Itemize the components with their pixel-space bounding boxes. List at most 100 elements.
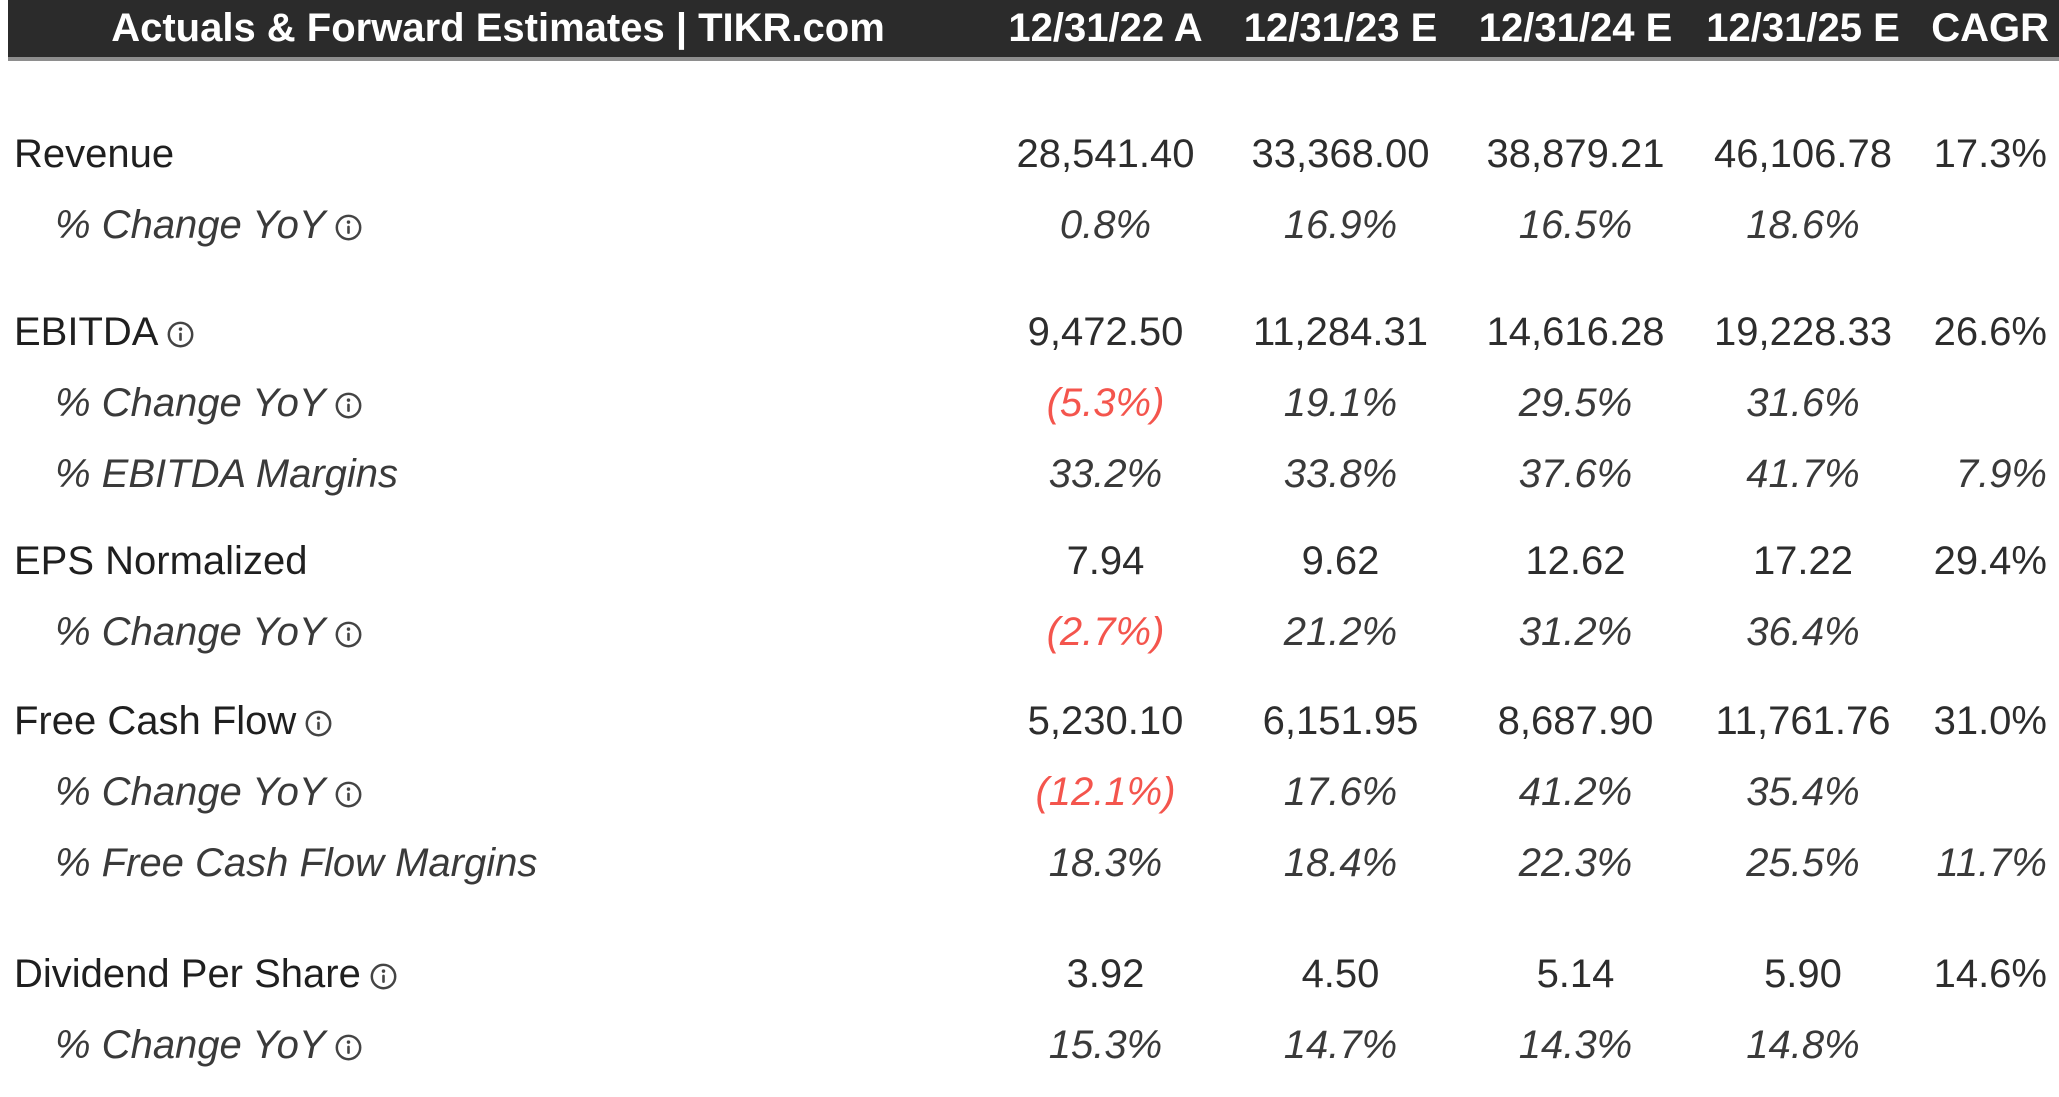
column-header-fy25: 12/31/25 E	[1706, 6, 1900, 50]
value-cell: 31.6%	[1746, 381, 1860, 425]
value-cell: 11,761.76	[1715, 699, 1891, 743]
value-cell: 33,368.00	[1251, 132, 1430, 176]
table-body: Revenue 28,541.40 33,368.00 38,879.21 46…	[8, 119, 2059, 1081]
value-cell: 12.62	[1525, 539, 1626, 583]
metric-label-text: EBITDA	[14, 310, 159, 354]
value-cell: 41.2%	[1518, 770, 1633, 814]
metric-label-text: Revenue	[14, 132, 175, 176]
value-cell: 11,284.31	[1253, 310, 1428, 354]
metric-label: EPS Normalized	[8, 539, 988, 584]
value-cell: (12.1%)	[1035, 770, 1176, 814]
value-cell: 14.7%	[1283, 1023, 1398, 1067]
info-icon[interactable]	[167, 321, 194, 348]
value-cell: 9,472.50	[1027, 310, 1184, 354]
value-cell: 18.4%	[1283, 841, 1398, 885]
metric-label-text: % Change YoY	[55, 203, 326, 247]
value-cell: 19.1%	[1283, 381, 1398, 425]
value-cell: 5,230.10	[1027, 699, 1184, 743]
value-cell: 36.4%	[1746, 610, 1860, 654]
value-cell: 46,106.78	[1714, 132, 1892, 176]
metric-label-text: Dividend Per Share	[14, 952, 361, 996]
metric-label: % Change YoY	[8, 610, 988, 655]
value-cell: 14.3%	[1518, 1023, 1633, 1067]
metric-label: EBITDA	[8, 310, 988, 355]
table-header: Actuals & Forward Estimates | TIKR.com 1…	[8, 0, 2059, 61]
metric-label: % Change YoY	[8, 381, 988, 426]
metric-label-text: % Free Cash Flow Margins	[55, 841, 538, 885]
value-cell: 18.3%	[1048, 841, 1163, 885]
column-header-fy22: 12/31/22 A	[1008, 6, 1203, 50]
value-cell: 15.3%	[1048, 1023, 1163, 1067]
value-cell: 9.62	[1301, 539, 1380, 583]
metric-label: % EBITDA Margins	[8, 452, 988, 497]
metric-label-text: Free Cash Flow	[14, 699, 297, 743]
value-cell: 17.22	[1752, 539, 1854, 583]
table-row: Revenue 28,541.40 33,368.00 38,879.21 46…	[8, 119, 2059, 190]
table-row: % Change YoY (12.1%) 17.6% 41.2% 35.4%	[8, 757, 2059, 828]
metric-label-text: % Change YoY	[55, 770, 326, 814]
value-cell: 37.6%	[1518, 452, 1633, 496]
info-icon[interactable]	[335, 781, 362, 808]
info-icon[interactable]	[335, 214, 362, 241]
value-cell: 26.6%	[1933, 310, 2047, 354]
table-row: % Change YoY (5.3%) 19.1% 29.5% 31.6%	[8, 368, 2059, 439]
table-row: % Change YoY 0.8% 16.9% 16.5% 18.6%	[8, 190, 2059, 261]
value-cell: 7.94	[1066, 539, 1145, 583]
value-cell: 21.2%	[1283, 610, 1398, 654]
info-icon[interactable]	[335, 1034, 362, 1061]
value-cell: 33.2%	[1048, 452, 1163, 496]
metric-label-text: % Change YoY	[55, 381, 326, 425]
value-cell: 29.4%	[1933, 539, 2047, 583]
metric-label: % Free Cash Flow Margins	[8, 841, 988, 886]
value-cell: (2.7%)	[1046, 610, 1165, 654]
value-cell: 11.7%	[1936, 841, 2047, 885]
column-header-fy24: 12/31/24 E	[1478, 6, 1673, 50]
value-cell: 25.5%	[1746, 841, 1860, 885]
value-cell: 18.6%	[1746, 203, 1860, 247]
metric-label-text: % Change YoY	[55, 1023, 326, 1067]
metric-label: % Change YoY	[8, 203, 988, 248]
value-cell: 31.0%	[1933, 699, 2047, 743]
value-cell: (5.3%)	[1046, 381, 1165, 425]
metric-label: Dividend Per Share	[8, 952, 988, 997]
value-cell: 14.8%	[1746, 1023, 1860, 1067]
value-cell: 19,228.33	[1714, 310, 1892, 354]
table-row: EBITDA 9,472.50 11,284.31 14,616.28 19,2…	[8, 297, 2059, 368]
value-cell: 0.8%	[1059, 203, 1152, 247]
value-cell: 7.9%	[1955, 452, 2047, 496]
value-cell: 29.5%	[1518, 381, 1633, 425]
value-cell: 28,541.40	[1016, 132, 1195, 176]
value-cell: 14,616.28	[1486, 310, 1665, 354]
metric-label: Free Cash Flow	[8, 699, 988, 744]
metric-label: % Change YoY	[8, 770, 988, 815]
value-cell: 16.5%	[1518, 203, 1633, 247]
value-cell: 22.3%	[1518, 841, 1633, 885]
column-header-cagr: CAGR	[1931, 6, 2049, 50]
value-cell: 16.9%	[1283, 203, 1398, 247]
value-cell: 14.6%	[1933, 952, 2047, 996]
info-icon[interactable]	[305, 710, 332, 737]
info-icon[interactable]	[335, 392, 362, 419]
table-row: EPS Normalized 7.94 9.62 12.62 17.22 29.…	[8, 526, 2059, 597]
info-icon[interactable]	[335, 621, 362, 648]
table-row: % Change YoY 15.3% 14.7% 14.3% 14.8%	[8, 1010, 2059, 1081]
metric-label-text: % EBITDA Margins	[55, 452, 399, 496]
value-cell: 17.6%	[1283, 770, 1398, 814]
metric-label: % Change YoY	[8, 1023, 988, 1068]
value-cell: 6,151.95	[1262, 699, 1419, 743]
info-icon[interactable]	[370, 963, 397, 990]
metric-label: Revenue	[8, 132, 988, 177]
table-row: % Change YoY (2.7%) 21.2% 31.2% 36.4%	[8, 597, 2059, 668]
metric-label-text: % Change YoY	[55, 610, 326, 654]
value-cell: 38,879.21	[1486, 132, 1665, 176]
value-cell: 8,687.90	[1497, 699, 1654, 743]
value-cell: 4.50	[1301, 952, 1380, 996]
table-row: Dividend Per Share 3.92 4.50 5.14 5.90 1…	[8, 939, 2059, 1010]
value-cell: 41.7%	[1746, 452, 1860, 496]
value-cell: 5.14	[1536, 952, 1615, 996]
value-cell: 17.3%	[1933, 132, 2047, 176]
table-title: Actuals & Forward Estimates | TIKR.com	[111, 6, 885, 50]
column-header-fy23: 12/31/23 E	[1243, 6, 1438, 50]
value-cell: 31.2%	[1518, 610, 1633, 654]
